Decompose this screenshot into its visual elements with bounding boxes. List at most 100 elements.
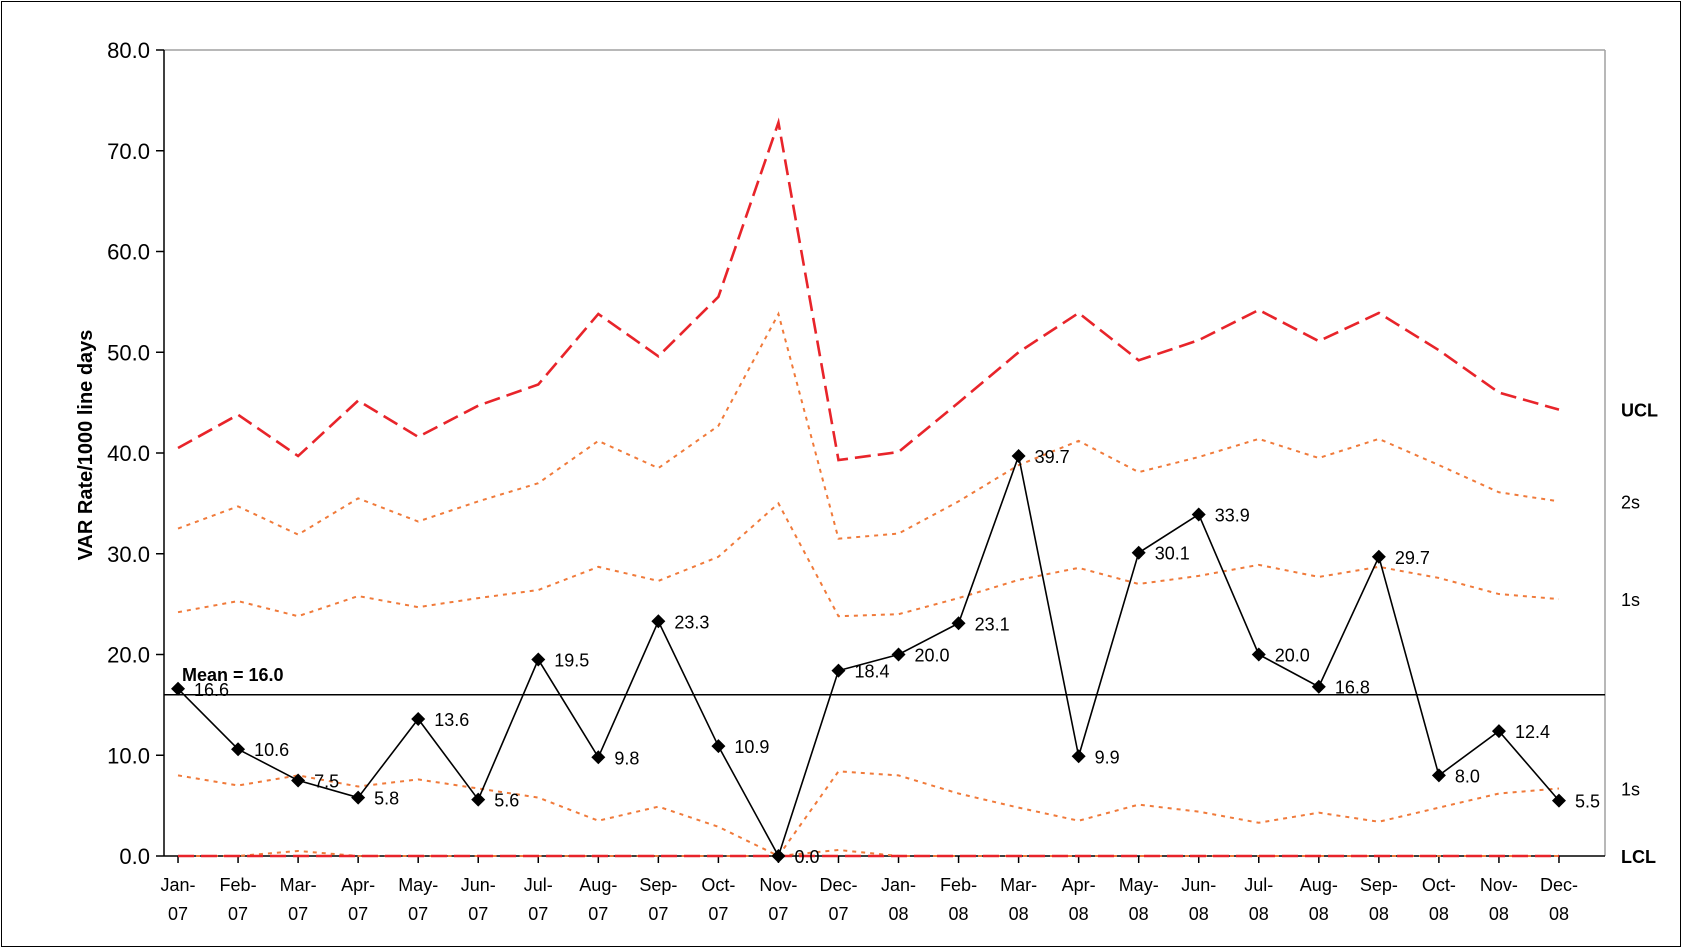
x-tick-label: Feb- — [940, 875, 977, 895]
rate-data-label: 20.0 — [1275, 646, 1310, 666]
rate-data-label: 7.5 — [314, 771, 339, 791]
y-tick-label: 20.0 — [107, 643, 150, 668]
rate-point — [1191, 507, 1206, 522]
x-tick-label: Apr- — [1062, 875, 1096, 895]
rate-point — [231, 742, 246, 757]
x-tick-label: Dec- — [1540, 875, 1578, 895]
y-tick-label: 30.0 — [107, 542, 150, 567]
rate-point — [831, 663, 846, 678]
x-tick-label-year: 07 — [648, 904, 668, 924]
y-tick-label: 50.0 — [107, 340, 150, 365]
x-tick-label-year: 07 — [768, 904, 788, 924]
rate-data-label: 12.4 — [1515, 722, 1550, 742]
rate-line — [177, 453, 1560, 859]
rate-point — [891, 647, 906, 662]
x-tick-label: Apr- — [341, 875, 375, 895]
y-axis-title: VAR Rate/1000 line days — [75, 330, 97, 561]
x-tick-label-year: 08 — [1429, 904, 1449, 924]
mean-line: Mean = 16.0 — [164, 665, 1605, 696]
x-tick-label-year: 07 — [528, 904, 548, 924]
rate-data-label: 23.1 — [975, 614, 1010, 634]
rate-data-label: 0.0 — [794, 847, 819, 867]
x-tick-label: Sep- — [639, 875, 677, 895]
x-tick-label: Aug- — [1300, 875, 1338, 895]
x-tick-label-year: 08 — [889, 904, 909, 924]
rate-data-label: 9.9 — [1095, 747, 1120, 767]
x-tick-label-year: 08 — [1369, 904, 1389, 924]
rate-data-label: 10.6 — [254, 740, 289, 760]
x-tick-label: Mar- — [1000, 875, 1037, 895]
y-tick-label: 70.0 — [107, 139, 150, 164]
y-axis: 0.0 10.0 20.0 30.0 40.0 50.0 60.0 70.0 80.0 — [107, 38, 165, 869]
control-limit-lines — [177, 117, 1560, 858]
rate-point — [411, 711, 426, 726]
rate-data-label: 16.6 — [194, 680, 229, 700]
ucl-label: UCL — [1621, 401, 1658, 421]
rate-data-label: 10.9 — [734, 737, 769, 757]
x-tick-label: Jul- — [524, 875, 553, 895]
rate-data-label: 5.5 — [1575, 792, 1600, 812]
x-tick-label: Nov- — [1480, 875, 1518, 895]
x-tick-label-year: 08 — [1009, 904, 1029, 924]
rate-data-label: 39.7 — [1035, 447, 1070, 467]
rate-data-label: 8.0 — [1455, 766, 1480, 786]
x-tick-label: Jan- — [881, 875, 916, 895]
x-tick-label: Jun- — [1181, 875, 1216, 895]
rate-point — [1371, 549, 1386, 564]
x-tick-label-year: 08 — [1549, 904, 1569, 924]
rate-point — [471, 792, 486, 807]
lcl-label: LCL — [1621, 847, 1656, 867]
x-tick-label-year: 08 — [1129, 904, 1149, 924]
rate-data-label: 13.6 — [434, 710, 469, 730]
series-ucl — [177, 117, 1560, 462]
upper-1s-label: 1s — [1621, 590, 1640, 610]
x-tick-label-year: 07 — [228, 904, 248, 924]
rate-data-label: 5.8 — [374, 789, 399, 809]
rate-point — [951, 616, 966, 631]
y-tick-label: 10.0 — [107, 743, 150, 768]
rate-data-label: 30.1 — [1155, 544, 1190, 564]
y-tick-label: 60.0 — [107, 240, 150, 265]
rate-data-label: 9.8 — [614, 748, 639, 768]
x-tick-label-year: 07 — [288, 904, 308, 924]
x-tick-label: May- — [1119, 875, 1159, 895]
rate-data-label: 5.6 — [494, 791, 519, 811]
x-tick-label-year: 08 — [1189, 904, 1209, 924]
rate-point — [1011, 449, 1026, 464]
x-tick-label: Nov- — [759, 875, 797, 895]
rate-point — [1071, 749, 1086, 764]
x-tick-label: May- — [398, 875, 438, 895]
x-tick-label: Feb- — [220, 875, 257, 895]
rate-point — [771, 849, 786, 863]
y-tick-label: 0.0 — [119, 844, 150, 869]
x-tick-label: Jun- — [461, 875, 496, 895]
rate-point — [591, 750, 606, 765]
x-tick-label-year: 08 — [1249, 904, 1269, 924]
x-tick-label-year: 08 — [1309, 904, 1329, 924]
x-tick-label-year: 07 — [828, 904, 848, 924]
rate-point — [351, 790, 366, 805]
rate-point — [1311, 679, 1326, 694]
rate-data-label: 33.9 — [1215, 505, 1250, 525]
rate-point — [291, 773, 306, 788]
x-tick-label: Jul- — [1244, 875, 1273, 895]
mean-label: Mean = 16.0 — [182, 665, 284, 685]
rate-data-label: 19.5 — [554, 651, 589, 671]
rate-data-label: 29.7 — [1395, 548, 1430, 568]
rate-point — [1431, 768, 1446, 783]
x-tick-label-year: 08 — [949, 904, 969, 924]
series-upper1s — [177, 501, 1560, 618]
rate-point — [1131, 545, 1146, 560]
x-tick-label-year: 07 — [168, 904, 188, 924]
band-labels: UCL 2s 1s 1s LCL — [1621, 401, 1658, 867]
rate-data-label: 16.8 — [1335, 678, 1370, 698]
x-tick-label-year: 07 — [468, 904, 488, 924]
x-tick-label-year: 08 — [1489, 904, 1509, 924]
x-tick-label: Oct- — [701, 875, 735, 895]
series-lower1s — [177, 770, 1560, 858]
x-tick-label-year: 07 — [408, 904, 428, 924]
x-tick-label-year: 07 — [588, 904, 608, 924]
plot-area — [164, 49, 1606, 856]
y-tick-label: 80.0 — [107, 38, 150, 63]
rate-point — [711, 739, 726, 754]
